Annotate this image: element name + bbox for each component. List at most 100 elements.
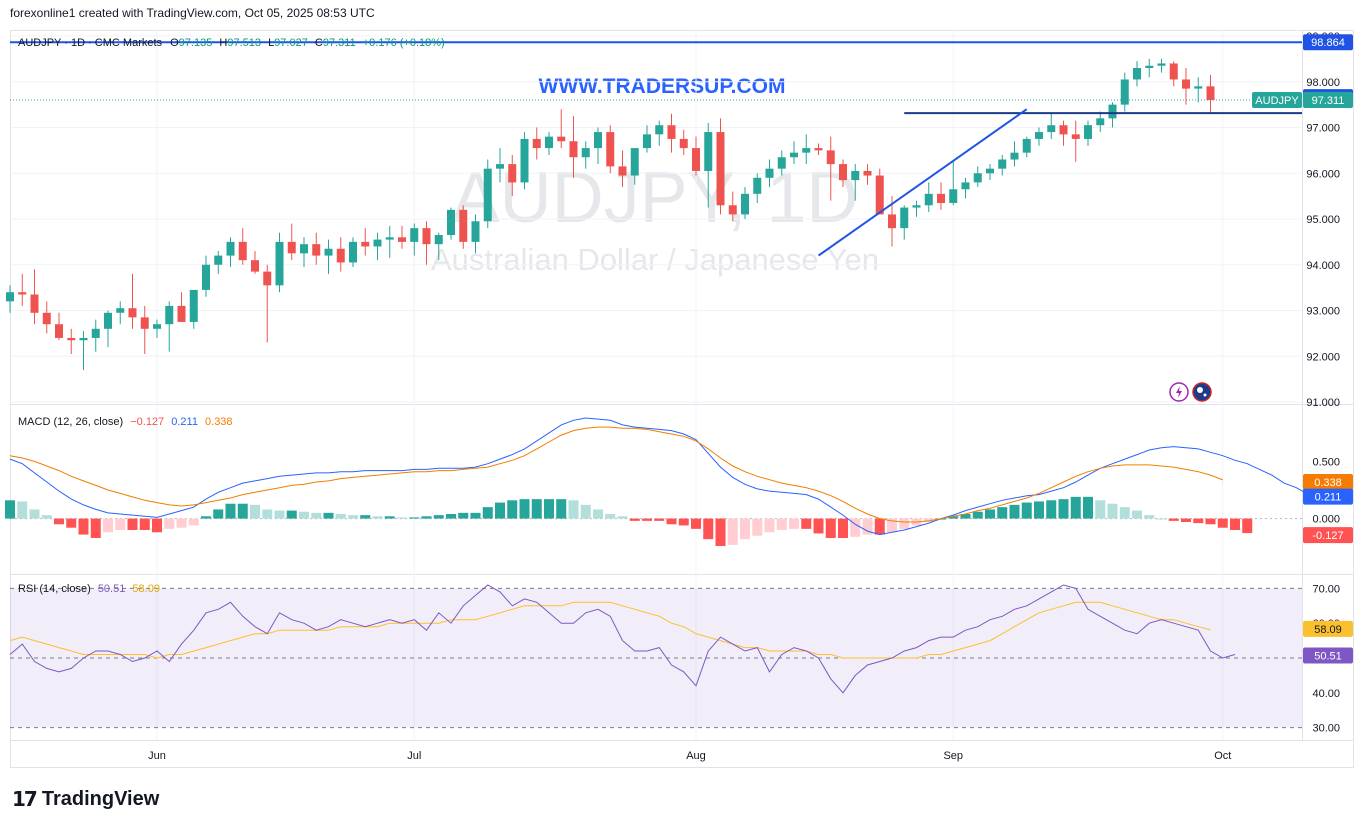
time-tick-label: Aug [686,750,706,762]
macd-signal-line [9,426,1223,523]
macd-histogram-bar [593,509,603,519]
macd-histogram-bar [1021,502,1032,519]
candle-body [986,168,994,174]
macd-hist-tag: -0.127 [1312,530,1343,542]
legend-high-value: 97.513 [227,37,261,49]
macd-histogram-bar [629,518,640,521]
macd-histogram-bar [556,499,567,519]
macd-histogram-bar [372,516,383,519]
chart-caption: forexonline1 created with TradingView.co… [10,6,375,20]
macd-histogram-bar [862,518,873,535]
rsi-tick-label: 30.00 [1312,723,1340,735]
candle-body [1022,138,1031,153]
axes: 99.00098.00097.00096.00095.00094.00093.0… [148,31,1353,762]
legend-high-label: H [219,37,227,49]
trend-line[interactable] [817,108,1028,257]
macd-histogram-bar [262,509,273,519]
macd-histogram-bar [470,512,481,519]
tradingview-logo[interactable]: 17 TradingView [12,787,159,811]
price-candles [6,58,1215,370]
macd-pane [5,417,1309,546]
candle-body [410,228,419,242]
candle-body [275,241,284,286]
macd-histogram-bar [825,518,836,538]
macd-histogram-bar [1034,501,1044,519]
macd-histogram-bar [213,509,224,519]
macd-histogram-bar [764,518,775,533]
candle-body [116,308,125,313]
macd-histogram-bar [1070,496,1081,519]
macd-histogram-bar [789,518,799,529]
candle-body [1108,104,1117,119]
tradingview-wordmark: TradingView [41,787,160,810]
candle-body [557,136,566,142]
candle-body [300,244,308,254]
macd-histogram-bar [678,518,689,526]
candle-body [202,264,210,290]
candle-body [1035,132,1043,139]
rsi-tick-label: 70.00 [1312,583,1340,595]
macd-histogram-bar [801,518,812,529]
candle-body [839,164,847,181]
price-tick-label: 94.000 [1306,260,1340,272]
rsi-legend: RSI (14, close) 50.51 58.09 [18,583,160,595]
candle-body [336,248,345,263]
macd-histogram-bar [923,518,934,522]
candle-body [153,324,161,329]
candle-body [704,132,713,171]
macd-histogram-bar [507,500,518,519]
description-watermark: Australian Dollar / Japanese Yen [431,242,879,277]
candle-body [679,138,688,149]
candle-body [226,241,235,256]
candle-body [863,170,872,176]
candle-body [398,237,406,242]
candle-body [263,271,272,286]
site-watermark: WWW.TRADERSUP.COM [539,75,786,98]
macd-histogram-bar [17,501,28,519]
macd-histogram-bar [299,511,309,519]
candle-body [251,260,259,272]
candle-body [1047,125,1056,133]
candle-body [753,177,762,194]
candle-body [361,241,370,247]
drawings[interactable] [10,41,1302,257]
candle-body [667,125,676,139]
resistance-price-tag-bg [1303,34,1353,51]
macd-histogram-bar [1242,518,1253,534]
rsi-band-fill [10,588,1302,728]
candle-body [606,132,615,167]
macd-histogram-bar [887,518,897,533]
lightning-icon[interactable] [1169,382,1189,402]
flag-icon[interactable] [1192,382,1212,402]
macd-signal-tag: 0.338 [1314,477,1342,489]
candle-body [655,125,664,135]
macd-histogram-bar [985,509,995,519]
rsi-ma-tag-bg [1303,620,1353,637]
price-tick-label: 91.000 [1306,397,1340,409]
macd-histogram-bar [188,518,199,526]
candle-body [385,237,394,240]
macd-histogram-bar [850,518,861,537]
candle-body [790,152,798,158]
candle-body [312,244,321,256]
candle-body [324,248,333,256]
candle-body [569,141,578,158]
candle-body [471,221,480,242]
candle-body [937,193,945,203]
candle-body [1194,86,1203,89]
macd-histogram-bar [1107,503,1118,519]
rsi-ma-tag: 58.09 [1314,624,1342,636]
macd-histogram-bar [1181,518,1191,522]
candle-body [716,132,725,206]
candle-body [434,235,443,245]
macd-line-tag: 0.211 [1315,492,1342,504]
macd-hist-value: −0.127 [130,416,164,428]
candle-body [373,239,382,247]
candle-body [692,148,700,171]
candle-body [508,164,517,183]
legend-low-value: 97.027 [274,37,308,49]
rsi-ma-value: 58.09 [132,583,160,595]
macd-tick-label: 0.500 [1312,456,1340,468]
candle-body [961,182,970,190]
